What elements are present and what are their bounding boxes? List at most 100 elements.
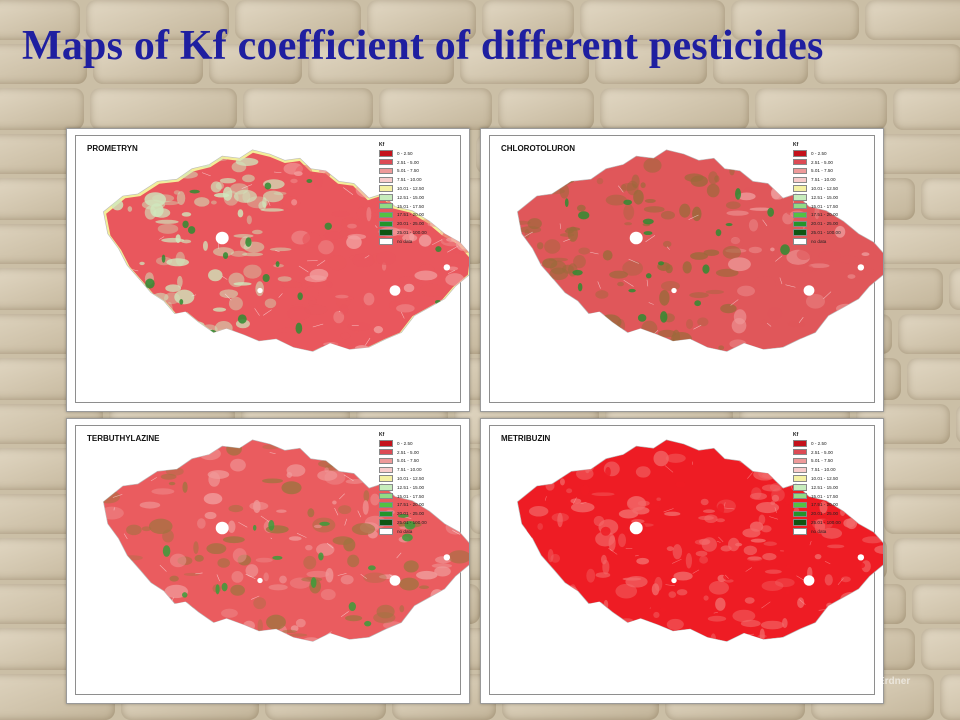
- map-patch: [138, 162, 162, 175]
- map-patch: [814, 205, 820, 220]
- map-line: [312, 323, 324, 328]
- map-line: [326, 542, 334, 549]
- map-patch: [351, 523, 376, 536]
- legend-swatch: [793, 229, 807, 236]
- wall-stone: [235, 0, 361, 40]
- map-patch: [414, 270, 438, 281]
- map-line: [396, 552, 402, 559]
- map-patch: [536, 242, 544, 250]
- map-patch: [679, 203, 691, 218]
- map-patch: [430, 589, 444, 602]
- map-patch: [147, 153, 166, 165]
- map-patch: [314, 174, 323, 189]
- map-patch: [570, 498, 582, 504]
- legend-label: 17.51 - 20.00: [811, 212, 839, 218]
- map-green-spot: [182, 220, 189, 229]
- wall-stone: [865, 0, 960, 40]
- map-patch: [320, 589, 336, 601]
- legend-item: 25.01 - 100.00: [379, 518, 447, 527]
- map-line: [618, 185, 624, 193]
- map-patch: [231, 161, 247, 173]
- map-patch: [653, 611, 660, 618]
- map-patch: [517, 623, 527, 639]
- legend-item: 15.01 - 17.50: [793, 202, 861, 211]
- map-patch: [136, 331, 141, 345]
- map-patch: [527, 632, 540, 639]
- map-patch: [821, 527, 843, 539]
- map-patch: [758, 514, 766, 525]
- map-patch: [146, 156, 154, 160]
- map-patch: [147, 597, 170, 603]
- map-line: [296, 533, 307, 538]
- wall-stone: [893, 88, 960, 130]
- wall-stone: [209, 44, 302, 84]
- map-group: [517, 149, 883, 352]
- map-green-spot: [187, 226, 196, 234]
- legend-swatch: [793, 158, 807, 166]
- legend-swatch: [379, 202, 393, 210]
- map-patch: [748, 246, 762, 254]
- map-patch: [311, 451, 318, 458]
- map-line: [575, 318, 579, 324]
- map-patch: [396, 304, 415, 313]
- map-patch: [868, 490, 883, 497]
- map-patch: [450, 312, 469, 317]
- legend-label: 5.01 - 7.50: [397, 458, 419, 464]
- map-green-spot: [397, 514, 409, 518]
- map-patch: [772, 159, 796, 173]
- map-line: [563, 238, 571, 242]
- legend-swatch: [379, 475, 393, 482]
- map-patch: [153, 165, 172, 176]
- map-patch: [626, 496, 647, 511]
- legend-label: no data: [397, 528, 413, 534]
- map-patch: [163, 292, 181, 305]
- map-green-spot: [297, 292, 303, 301]
- map-panel-metribuzin: METRIBUZIN Kf 0 - 2.50 2.51 - 5.00 5.01 - 7…: [480, 418, 884, 704]
- map-green-spot: [628, 288, 636, 293]
- legend-swatch: [379, 150, 393, 157]
- legend-item: 7.51 - 10.00: [793, 465, 861, 474]
- map-patch: [103, 506, 124, 520]
- wall-stone: [912, 584, 960, 624]
- map-patch: [674, 634, 694, 642]
- map-patch: [631, 174, 640, 189]
- map-patch: [341, 217, 359, 229]
- map-patch: [323, 231, 345, 240]
- map-line: [254, 308, 260, 316]
- map-green-spot: [275, 261, 280, 267]
- map-line: [730, 299, 739, 306]
- map-patch: [403, 560, 419, 573]
- wall-stone: [755, 88, 887, 130]
- map-patch: [219, 177, 237, 184]
- map-green-spot: [735, 188, 742, 200]
- legend-label: 10.01 - 12.50: [811, 186, 839, 192]
- map-green-spot: [857, 562, 866, 569]
- map-patch: [227, 520, 236, 533]
- map-patch: [550, 553, 561, 563]
- map-patch: [103, 198, 111, 202]
- map-patch: [755, 501, 780, 514]
- legend-swatch: [379, 176, 393, 184]
- legend-label: 7.51 - 10.00: [397, 177, 422, 183]
- map-patch: [448, 550, 469, 564]
- legend-label: 15.01 - 17.50: [397, 203, 425, 209]
- map-patch: [519, 182, 541, 195]
- map-patch: [366, 207, 372, 222]
- map-patch: [643, 206, 665, 213]
- map-patch: [197, 518, 206, 529]
- map-line: [334, 507, 339, 516]
- legend-swatch: [379, 484, 393, 491]
- map-patch: [700, 498, 709, 506]
- map-patch: [555, 167, 571, 180]
- wall-stone: [921, 178, 960, 220]
- map-patch: [343, 162, 362, 167]
- map-patch: [196, 149, 204, 163]
- map-patch: [281, 281, 303, 288]
- wall-stone: [713, 44, 808, 84]
- map-patch: [651, 583, 660, 596]
- legend-label: 5.01 - 7.50: [811, 458, 833, 464]
- region-base: [520, 152, 883, 352]
- map-patch: [666, 546, 674, 552]
- map-patch: [866, 466, 883, 474]
- map-line: [559, 223, 561, 229]
